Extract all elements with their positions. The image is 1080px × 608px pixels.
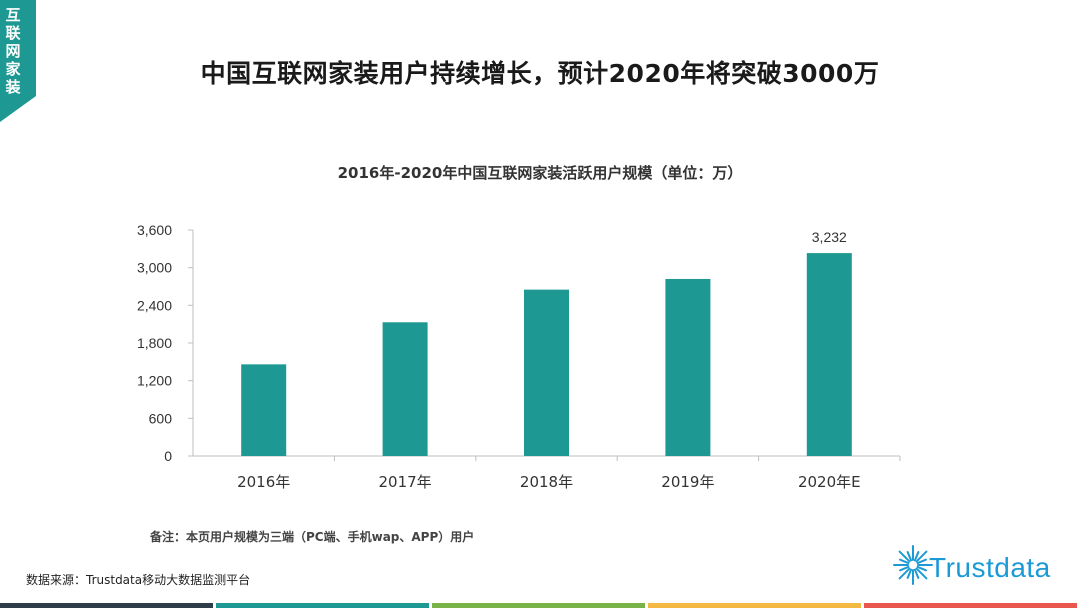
bar-chart: 0 600 1,200 1,800 2,400 3,000 3,600 2016年 2017年…	[137, 222, 901, 491]
data-source: 数据来源：Trustdata移动大数据监测平台	[26, 573, 251, 587]
corner-tag: 互联网家装	[0, 0, 36, 122]
logo-text: Trustdata	[929, 552, 1051, 583]
x-tick-label: 2016年	[237, 473, 290, 491]
chart-title: 2016年-2020年中国互联网家装活跃用户规模（单位：万）	[337, 164, 743, 182]
data-label: 3,232	[812, 229, 847, 245]
y-axis: 0 600 1,200 1,800 2,400 3,000 3,600	[137, 222, 194, 464]
y-tick-label: 600	[149, 410, 173, 426]
chart-note: 备注：本页用户规模为三端（PC端、手机wap、APP）用户	[150, 530, 475, 544]
sunburst-ray	[913, 568, 920, 579]
bar	[382, 322, 428, 456]
bottom-bar-segment	[432, 603, 645, 608]
sunburst-ray	[906, 568, 913, 579]
page-headline: 中国互联网家装用户持续增长，预计2020年将突破3000万	[200, 59, 880, 88]
sunburst-ray	[915, 567, 928, 580]
sunburst-ray	[899, 565, 910, 572]
bar	[806, 253, 852, 456]
x-tick-label: 2018年	[520, 473, 573, 491]
bottom-bar-segment	[864, 603, 1077, 608]
trustdata-logo: Trustdata	[893, 537, 1073, 593]
chart-area: 2016年-2020年中国互联网家装活跃用户规模（单位：万） 0 600 1,200…	[0, 150, 1080, 510]
y-tick-label: 1,800	[137, 335, 172, 351]
sunburst-ray	[899, 558, 910, 565]
bottom-bar-segment	[0, 603, 213, 608]
sunburst-ray	[906, 551, 913, 562]
bottom-bar-segment	[648, 603, 861, 608]
corner-tag-label: 互联网家装	[5, 6, 21, 96]
data-labels: 3,232	[812, 229, 847, 245]
bottom-color-bar	[0, 603, 1080, 608]
y-tick-label: 0	[164, 448, 172, 464]
sunburst-ray	[898, 567, 911, 580]
y-tick-label: 3,000	[137, 260, 172, 276]
sunburst-ray	[898, 550, 911, 563]
bar	[241, 364, 287, 456]
sunburst-ray	[913, 551, 920, 562]
sunburst-ray	[916, 558, 927, 565]
x-tick-label: 2017年	[379, 473, 432, 491]
sunburst-ray	[915, 550, 928, 563]
x-axis: 2016年 2017年 2018年 2019年 2020年E	[193, 455, 901, 491]
bottom-bar-segment	[216, 603, 429, 608]
bars	[241, 253, 852, 456]
corner-tag-shape	[0, 0, 36, 122]
y-tick-label: 1,200	[137, 373, 172, 389]
y-tick-label: 2,400	[137, 297, 172, 313]
bar	[524, 289, 569, 456]
y-tick-label: 3,600	[137, 222, 172, 238]
sunburst-icon	[893, 545, 933, 585]
bar	[665, 278, 711, 456]
x-tick-label: 2020年E	[798, 473, 861, 491]
x-tick-label: 2019年	[661, 473, 714, 491]
sunburst-ray	[916, 565, 927, 572]
